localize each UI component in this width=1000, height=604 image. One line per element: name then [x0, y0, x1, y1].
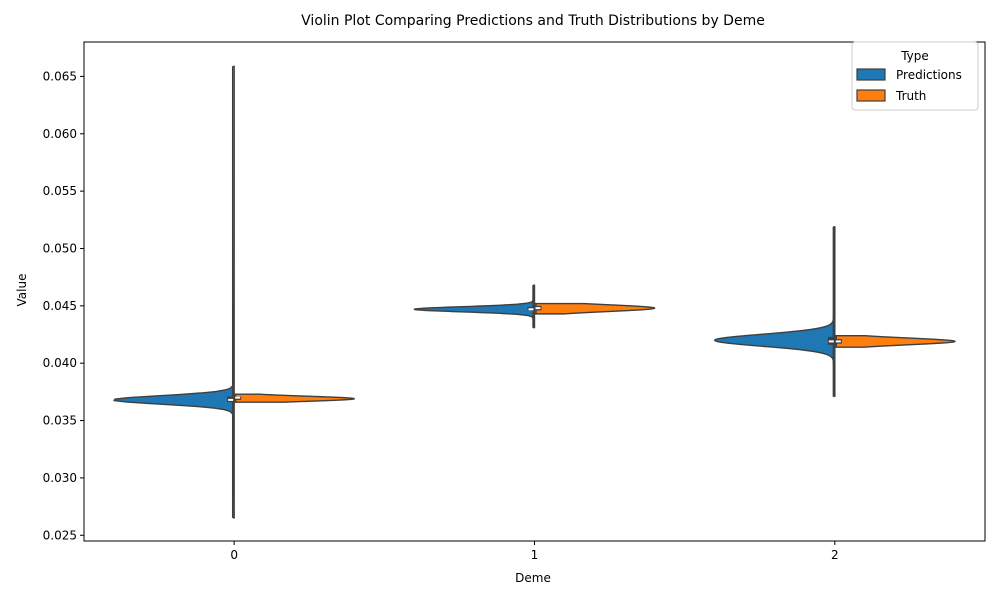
y-tick-label: 0.060: [43, 127, 77, 141]
axes: 0.025 0.030 0.035 0.040 0.045 0.050 0.055 0.060…: [43, 41, 986, 562]
x-axis-label: Deme: [515, 571, 551, 585]
x-tick-label: 0: [230, 548, 238, 562]
legend-title: Type: [900, 49, 929, 63]
y-axis-label: Value: [15, 274, 29, 307]
violin-truth-deme-0: [233, 393, 355, 403]
y-tick-label: 0.025: [43, 528, 77, 542]
plot-area: [113, 65, 956, 519]
violin-predictions-deme-1: [413, 284, 536, 329]
violin-predictions-deme-0: [113, 65, 235, 519]
y-tick-label: 0.035: [43, 414, 77, 428]
violin-predictions-deme-2: [714, 225, 836, 398]
violin-truth-deme-2: [834, 334, 956, 348]
y-tick-label: 0.040: [43, 356, 77, 370]
legend-label-predictions: Predictions: [896, 68, 962, 82]
legend: Type Predictions Truth: [851, 41, 979, 111]
violin-truth-deme-1: [533, 302, 656, 315]
y-tick-label: 0.030: [43, 471, 77, 485]
y-tick-label: 0.065: [43, 69, 77, 83]
chart-title: Violin Plot Comparing Predictions and Tr…: [301, 13, 765, 29]
legend-swatch-predictions: [856, 68, 886, 81]
x-tick-label: 2: [831, 548, 839, 562]
legend-swatch-truth: [856, 89, 886, 102]
legend-label-truth: Truth: [895, 89, 926, 103]
y-tick-label: 0.055: [43, 184, 77, 198]
y-tick-label: 0.045: [43, 299, 77, 313]
y-tick-label: 0.050: [43, 241, 77, 255]
x-tick-label: 1: [531, 548, 539, 562]
